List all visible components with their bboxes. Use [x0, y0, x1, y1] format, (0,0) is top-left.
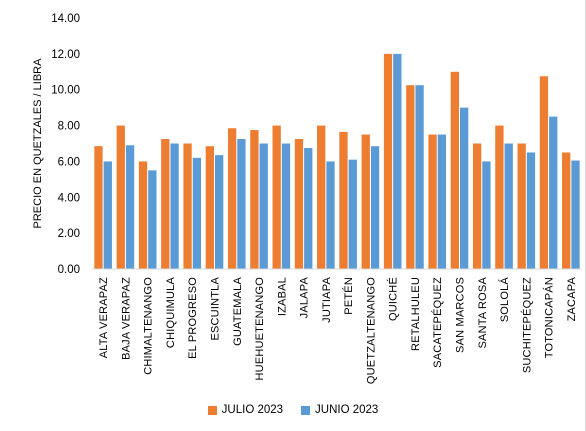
bar-julio-2023 — [361, 134, 370, 269]
bar-junio-2023 — [482, 161, 491, 269]
x-category-label: ZACAPA — [566, 277, 578, 322]
x-category-label: TOTONICAPÁN — [543, 277, 556, 358]
bar-junio-2023 — [370, 146, 380, 269]
bar-junio-2023 — [259, 143, 268, 269]
bar-julio-2023 — [138, 161, 148, 269]
legend-swatch-julio — [207, 405, 217, 415]
y-tick-label: 10.00 — [51, 85, 80, 97]
x-category-label: SANTA ROSA — [477, 277, 489, 349]
legend-item-julio: JULIO 2023 — [207, 404, 284, 416]
bar-junio-2023 — [460, 107, 469, 269]
bar-julio-2023 — [406, 85, 415, 269]
x-category-label: BAJA VERAPAZ — [120, 277, 132, 360]
bar-junio-2023 — [103, 161, 112, 269]
bar-julio-2023 — [383, 53, 393, 269]
bar-julio-2023 — [183, 143, 192, 269]
bar-julio-2023 — [450, 71, 459, 269]
y-tick-label: 4.00 — [58, 192, 80, 204]
x-category-label: GUATEMALA — [232, 277, 244, 346]
bar-julio-2023 — [562, 152, 571, 269]
x-category-label: SAN MARCOS — [455, 277, 467, 353]
x-category-label: SUCHITEPÉQUEZ — [520, 277, 533, 373]
bar-junio-2023 — [215, 155, 224, 269]
bar-junio-2023 — [192, 157, 202, 269]
bar-julio-2023 — [161, 139, 170, 269]
bar-julio-2023 — [317, 125, 326, 269]
y-axis-title: PRECIO EN QUETZALES / LIBRA — [32, 58, 44, 229]
bar-julio-2023 — [116, 125, 125, 269]
bar-julio-2023 — [339, 131, 348, 269]
legend-swatch-junio — [301, 405, 311, 415]
bar-junio-2023 — [281, 143, 291, 269]
y-tick-label: 0.00 — [58, 264, 80, 276]
bar-julio-2023 — [205, 146, 214, 269]
legend-label-julio: JULIO 2023 — [221, 404, 284, 416]
y-axis-ticks: 0.00 2.00 4.00 6.00 8.00 10.00 12.00 14.00 — [51, 13, 80, 276]
bar-junio-2023 — [415, 85, 424, 269]
x-category-label: QUICHÉ — [387, 277, 400, 321]
legend: JULIO 2023 JUNIO 2023 — [0, 404, 586, 416]
bar-junio-2023 — [148, 170, 157, 269]
bars-layer — [94, 53, 580, 270]
bar-julio-2023 — [428, 134, 437, 269]
bar-julio-2023 — [294, 139, 304, 269]
x-category-label: PETÉN — [342, 277, 355, 315]
y-tick-label: 14.00 — [51, 13, 80, 25]
x-category-label: RETALHULEU — [410, 277, 422, 351]
y-tick-label: 2.00 — [58, 228, 80, 240]
x-category-label: CHIMALTENANGO — [143, 277, 155, 375]
x-category-label: JUTIAPA — [321, 277, 333, 323]
x-category-label: JALAPA — [299, 277, 311, 319]
bar-junio-2023 — [170, 143, 179, 269]
bar-junio-2023 — [393, 53, 402, 269]
bar-junio-2023 — [571, 160, 580, 269]
x-axis-labels: ALTA VERAPAZ BAJA VERAPAZ CHIMALTENANGO CHI… — [98, 277, 578, 385]
bar-junio-2023 — [125, 145, 135, 269]
bar-julio-2023 — [517, 143, 526, 269]
bar-junio-2023 — [437, 134, 447, 269]
bar-junio-2023 — [549, 116, 558, 269]
x-category-label: EL PROGRESO — [187, 277, 199, 359]
bar-junio-2023 — [348, 159, 357, 269]
bar-julio-2023 — [472, 143, 482, 269]
x-category-label: QUETZALTENANGO — [365, 277, 377, 384]
bar-julio-2023 — [272, 125, 281, 269]
x-category-label: IZABAL — [276, 277, 288, 316]
bar-julio-2023 — [227, 128, 237, 269]
legend-label-junio: JUNIO 2023 — [315, 404, 379, 416]
x-category-label: SACATEPÉQUEZ — [431, 277, 444, 368]
x-category-label: CHIQUIMULA — [165, 277, 177, 349]
x-category-label: HUEHUETENANGO — [254, 277, 266, 381]
y-tick-label: 12.00 — [51, 49, 80, 61]
bar-julio-2023 — [250, 130, 259, 269]
bar-junio-2023 — [237, 139, 246, 269]
x-category-label: ESCUINTLA — [210, 277, 222, 341]
y-tick-label: 6.00 — [58, 156, 80, 168]
bar-julio-2023 — [539, 76, 549, 270]
bar-junio-2023 — [326, 161, 335, 269]
x-category-label: SOLOLÁ — [498, 277, 511, 323]
legend-item-junio: JUNIO 2023 — [301, 404, 378, 416]
bar-junio-2023 — [526, 152, 536, 269]
bar-julio-2023 — [94, 146, 103, 269]
x-category-label: ALTA VERAPAZ — [98, 277, 110, 358]
bar-junio-2023 — [304, 147, 313, 269]
y-tick-label: 8.00 — [58, 121, 80, 133]
bar-julio-2023 — [495, 125, 504, 269]
bar-junio-2023 — [504, 143, 513, 269]
